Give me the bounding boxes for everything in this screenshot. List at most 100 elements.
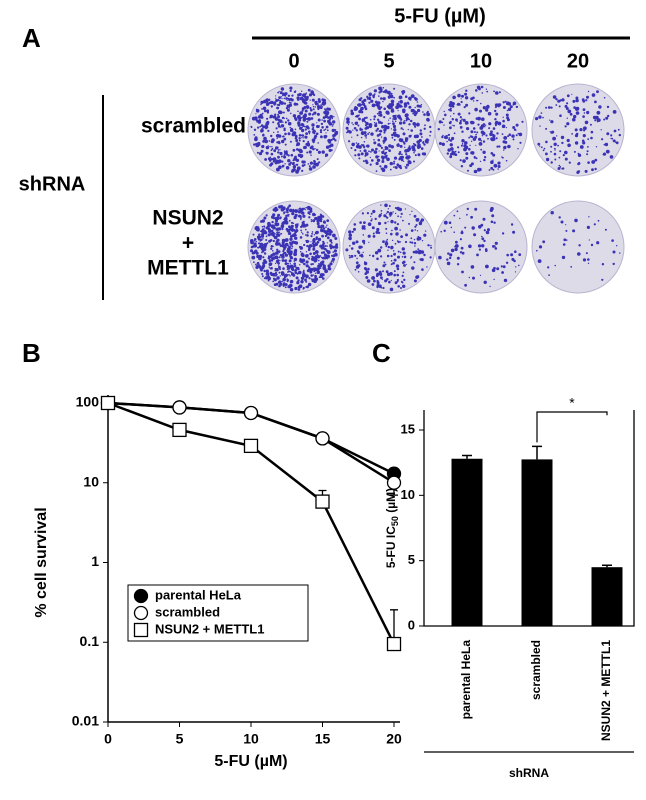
colony bbox=[270, 100, 274, 105]
colony bbox=[404, 102, 406, 105]
colony bbox=[314, 274, 317, 278]
colony bbox=[481, 237, 485, 241]
colony bbox=[315, 148, 319, 152]
y-tick-label: 15 bbox=[401, 421, 415, 436]
colony bbox=[488, 127, 491, 130]
colony bbox=[310, 267, 314, 272]
colony bbox=[313, 132, 316, 135]
colony bbox=[413, 238, 416, 241]
colony bbox=[490, 206, 494, 211]
colony bbox=[390, 92, 393, 95]
colony bbox=[380, 97, 383, 100]
colony bbox=[380, 276, 383, 280]
colony bbox=[312, 244, 316, 248]
colony bbox=[266, 100, 269, 103]
colony bbox=[304, 102, 307, 105]
colony bbox=[470, 265, 475, 269]
colony bbox=[286, 108, 290, 112]
colony bbox=[492, 168, 495, 171]
colony bbox=[611, 239, 614, 242]
colony bbox=[391, 133, 394, 137]
colony bbox=[280, 232, 283, 235]
row-label: + bbox=[182, 232, 194, 255]
colony bbox=[333, 116, 335, 118]
colony bbox=[274, 274, 277, 277]
colony bbox=[301, 129, 305, 133]
colony bbox=[397, 255, 400, 259]
colony bbox=[333, 249, 337, 253]
colony bbox=[302, 261, 304, 264]
colony bbox=[326, 258, 328, 260]
colony bbox=[307, 140, 310, 143]
colony bbox=[307, 88, 311, 92]
colony bbox=[466, 127, 470, 131]
colony bbox=[565, 224, 567, 226]
colony bbox=[350, 254, 354, 258]
colony bbox=[482, 106, 487, 110]
colony bbox=[424, 124, 426, 127]
colony bbox=[404, 208, 406, 210]
colony bbox=[324, 234, 327, 238]
colony bbox=[583, 126, 587, 131]
colony bbox=[484, 126, 486, 128]
colony bbox=[450, 110, 452, 112]
colony bbox=[282, 111, 285, 114]
colony bbox=[322, 240, 325, 243]
colony bbox=[297, 208, 299, 210]
legend-label: NSUN2 + METTL1 bbox=[155, 621, 264, 636]
colony bbox=[306, 244, 309, 248]
colony bbox=[348, 140, 351, 143]
colony bbox=[423, 143, 426, 146]
colony bbox=[387, 122, 390, 125]
colony bbox=[321, 119, 323, 121]
colony bbox=[566, 94, 570, 98]
colony bbox=[314, 250, 319, 254]
colony bbox=[370, 151, 372, 153]
dose-label: 20 bbox=[567, 50, 589, 72]
colony bbox=[276, 146, 279, 149]
colony bbox=[304, 209, 307, 211]
colony bbox=[587, 138, 590, 141]
colony bbox=[512, 138, 515, 141]
colony bbox=[392, 261, 395, 265]
colony bbox=[291, 213, 294, 215]
colony bbox=[378, 133, 382, 136]
colony bbox=[550, 161, 553, 164]
marker bbox=[243, 405, 259, 421]
colony bbox=[251, 255, 256, 260]
colony bbox=[323, 220, 326, 222]
colony bbox=[272, 245, 275, 247]
colony bbox=[378, 110, 382, 115]
colony bbox=[464, 226, 467, 229]
colony bbox=[287, 247, 291, 251]
colony bbox=[453, 132, 456, 135]
y-tick-label: 0.01 bbox=[72, 713, 99, 729]
colony bbox=[314, 106, 317, 108]
colony bbox=[281, 244, 284, 246]
colony bbox=[325, 153, 329, 157]
colony bbox=[383, 131, 386, 134]
colony bbox=[348, 254, 351, 257]
colony bbox=[264, 139, 269, 144]
colony bbox=[479, 274, 482, 276]
colony bbox=[561, 141, 564, 145]
colony bbox=[264, 125, 269, 129]
colony bbox=[515, 123, 519, 127]
colony bbox=[271, 146, 273, 148]
colony bbox=[275, 127, 278, 130]
colony bbox=[363, 221, 366, 225]
colony bbox=[586, 150, 589, 153]
colony bbox=[575, 96, 579, 100]
colony bbox=[254, 137, 258, 142]
colony bbox=[377, 120, 382, 124]
colony bbox=[461, 118, 463, 120]
colony bbox=[276, 231, 279, 235]
colony bbox=[543, 147, 546, 150]
colony bbox=[465, 152, 469, 156]
colony bbox=[470, 97, 474, 101]
colony bbox=[414, 125, 417, 128]
colony bbox=[356, 134, 359, 137]
colony bbox=[321, 260, 325, 264]
colony bbox=[380, 121, 383, 125]
colony bbox=[571, 93, 573, 95]
